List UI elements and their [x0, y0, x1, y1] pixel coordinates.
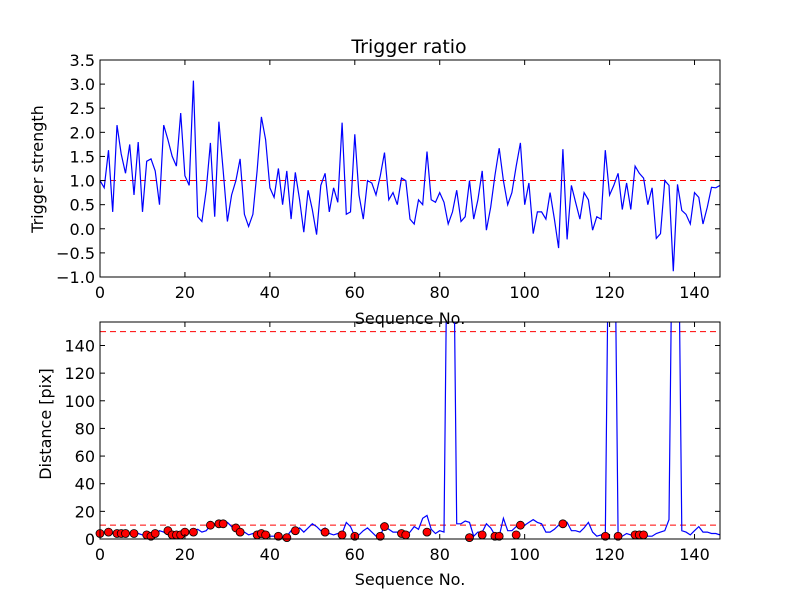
bottom-marker-point: [121, 529, 130, 538]
top-y-tick-label: 3.0: [70, 75, 95, 94]
top-x-tick-label: 0: [95, 283, 105, 302]
bottom-marker-point: [189, 527, 198, 537]
bottom-marker-point: [494, 531, 504, 541]
bottom-marker-point: [261, 530, 271, 540]
top-x-tick-label: 80: [430, 283, 450, 302]
bottom-marker-point: [206, 520, 215, 530]
top-plot-area: 0 20 40 60 80 100 120 140 −1.0 −0.5 0.0 0.5 1.0 1.5 2.…: [56, 51, 721, 302]
bottom-marker-point: [150, 529, 160, 538]
top-x-tick-label: 140: [679, 283, 710, 302]
bottom-x-tick-label: 0: [95, 545, 105, 564]
bottom-y-tick-label: 100: [64, 392, 95, 411]
bottom-plot-area: 0 20 40 60 80 100 120 140 0 20 40 60 80 100 120 140: [64, 321, 721, 564]
bottom-marker-point: [516, 520, 525, 530]
bottom-marker-point: [129, 529, 139, 538]
top-series-line: [100, 80, 720, 272]
bottom-y-tick-label: 20: [75, 502, 95, 521]
top-y-tick-label: 0.0: [70, 220, 95, 239]
bottom-x-tick-label: 120: [594, 545, 625, 564]
top-y-tick-label: 2.0: [70, 123, 95, 142]
bottom-y-tick-label: 120: [64, 364, 95, 383]
top-y-tick-label: 0.5: [70, 196, 95, 215]
bottom-y-tick-label: 0: [85, 530, 95, 549]
top-y-tick-label: 1.5: [70, 147, 95, 166]
bottom-marker-point: [320, 527, 330, 537]
bottom-x-tick-label: 100: [509, 545, 540, 564]
bottom-y-tick-label: 60: [75, 447, 95, 466]
bottom-x-tick-label: 20: [175, 545, 195, 564]
bottom-marker-point: [477, 530, 487, 540]
top-x-tick-label: 20: [175, 283, 195, 302]
bottom-marker-point: [290, 526, 300, 536]
top-x-axis-label: Sequence No.: [355, 309, 466, 328]
bottom-y-tick-label: 140: [64, 336, 95, 355]
bottom-marker-point: [613, 531, 623, 541]
bottom-x-axis-label: Sequence No.: [355, 570, 466, 589]
top-y-tick-label: −0.5: [56, 244, 95, 263]
bottom-marker-point: [422, 527, 432, 537]
bottom-y-tick-label: 40: [75, 475, 95, 494]
bottom-marker-point: [558, 519, 568, 529]
top-axes-frame: [99, 59, 721, 278]
top-chart-title: Trigger ratio: [350, 36, 466, 58]
top-y-tick-label: 1.0: [70, 172, 95, 191]
bottom-x-tick-label: 140: [679, 545, 710, 564]
top-y-tick-label: 2.5: [70, 99, 95, 118]
bottom-marker-point: [235, 527, 245, 537]
bottom-x-tick-label: 60: [345, 545, 365, 564]
bottom-axes-frame: [99, 321, 721, 540]
top-x-tick-label: 100: [509, 283, 540, 302]
bottom-marker-point: [282, 533, 292, 543]
bottom-x-tick-label: 80: [430, 545, 450, 564]
bottom-series-line: [100, 322, 720, 539]
bottom-marker-point: [465, 533, 474, 543]
bottom-y-axis-label: Distance [pix]: [36, 368, 55, 480]
bottom-marker-point: [337, 530, 347, 540]
bottom-y-tick-label: 80: [75, 419, 95, 438]
bottom-marker-point: [218, 519, 228, 529]
bottom-marker-point: [104, 527, 113, 537]
top-y-axis-label: Trigger strength: [28, 105, 47, 234]
top-y-tick-label: −1.0: [56, 268, 95, 287]
top-x-tick-label: 40: [260, 283, 280, 302]
bottom-marker-point: [380, 522, 389, 531]
bottom-marker-point: [511, 530, 521, 540]
top-x-tick-label: 60: [345, 283, 365, 302]
bottom-marker-point: [375, 531, 385, 541]
top-y-tick-label: 3.5: [70, 51, 95, 70]
bottom-marker-point: [273, 531, 283, 541]
bottom-marker-point: [401, 530, 411, 540]
bottom-x-tick-label: 40: [260, 545, 280, 564]
top-x-tick-label: 120: [594, 283, 625, 302]
bottom-marker-point: [639, 530, 648, 540]
